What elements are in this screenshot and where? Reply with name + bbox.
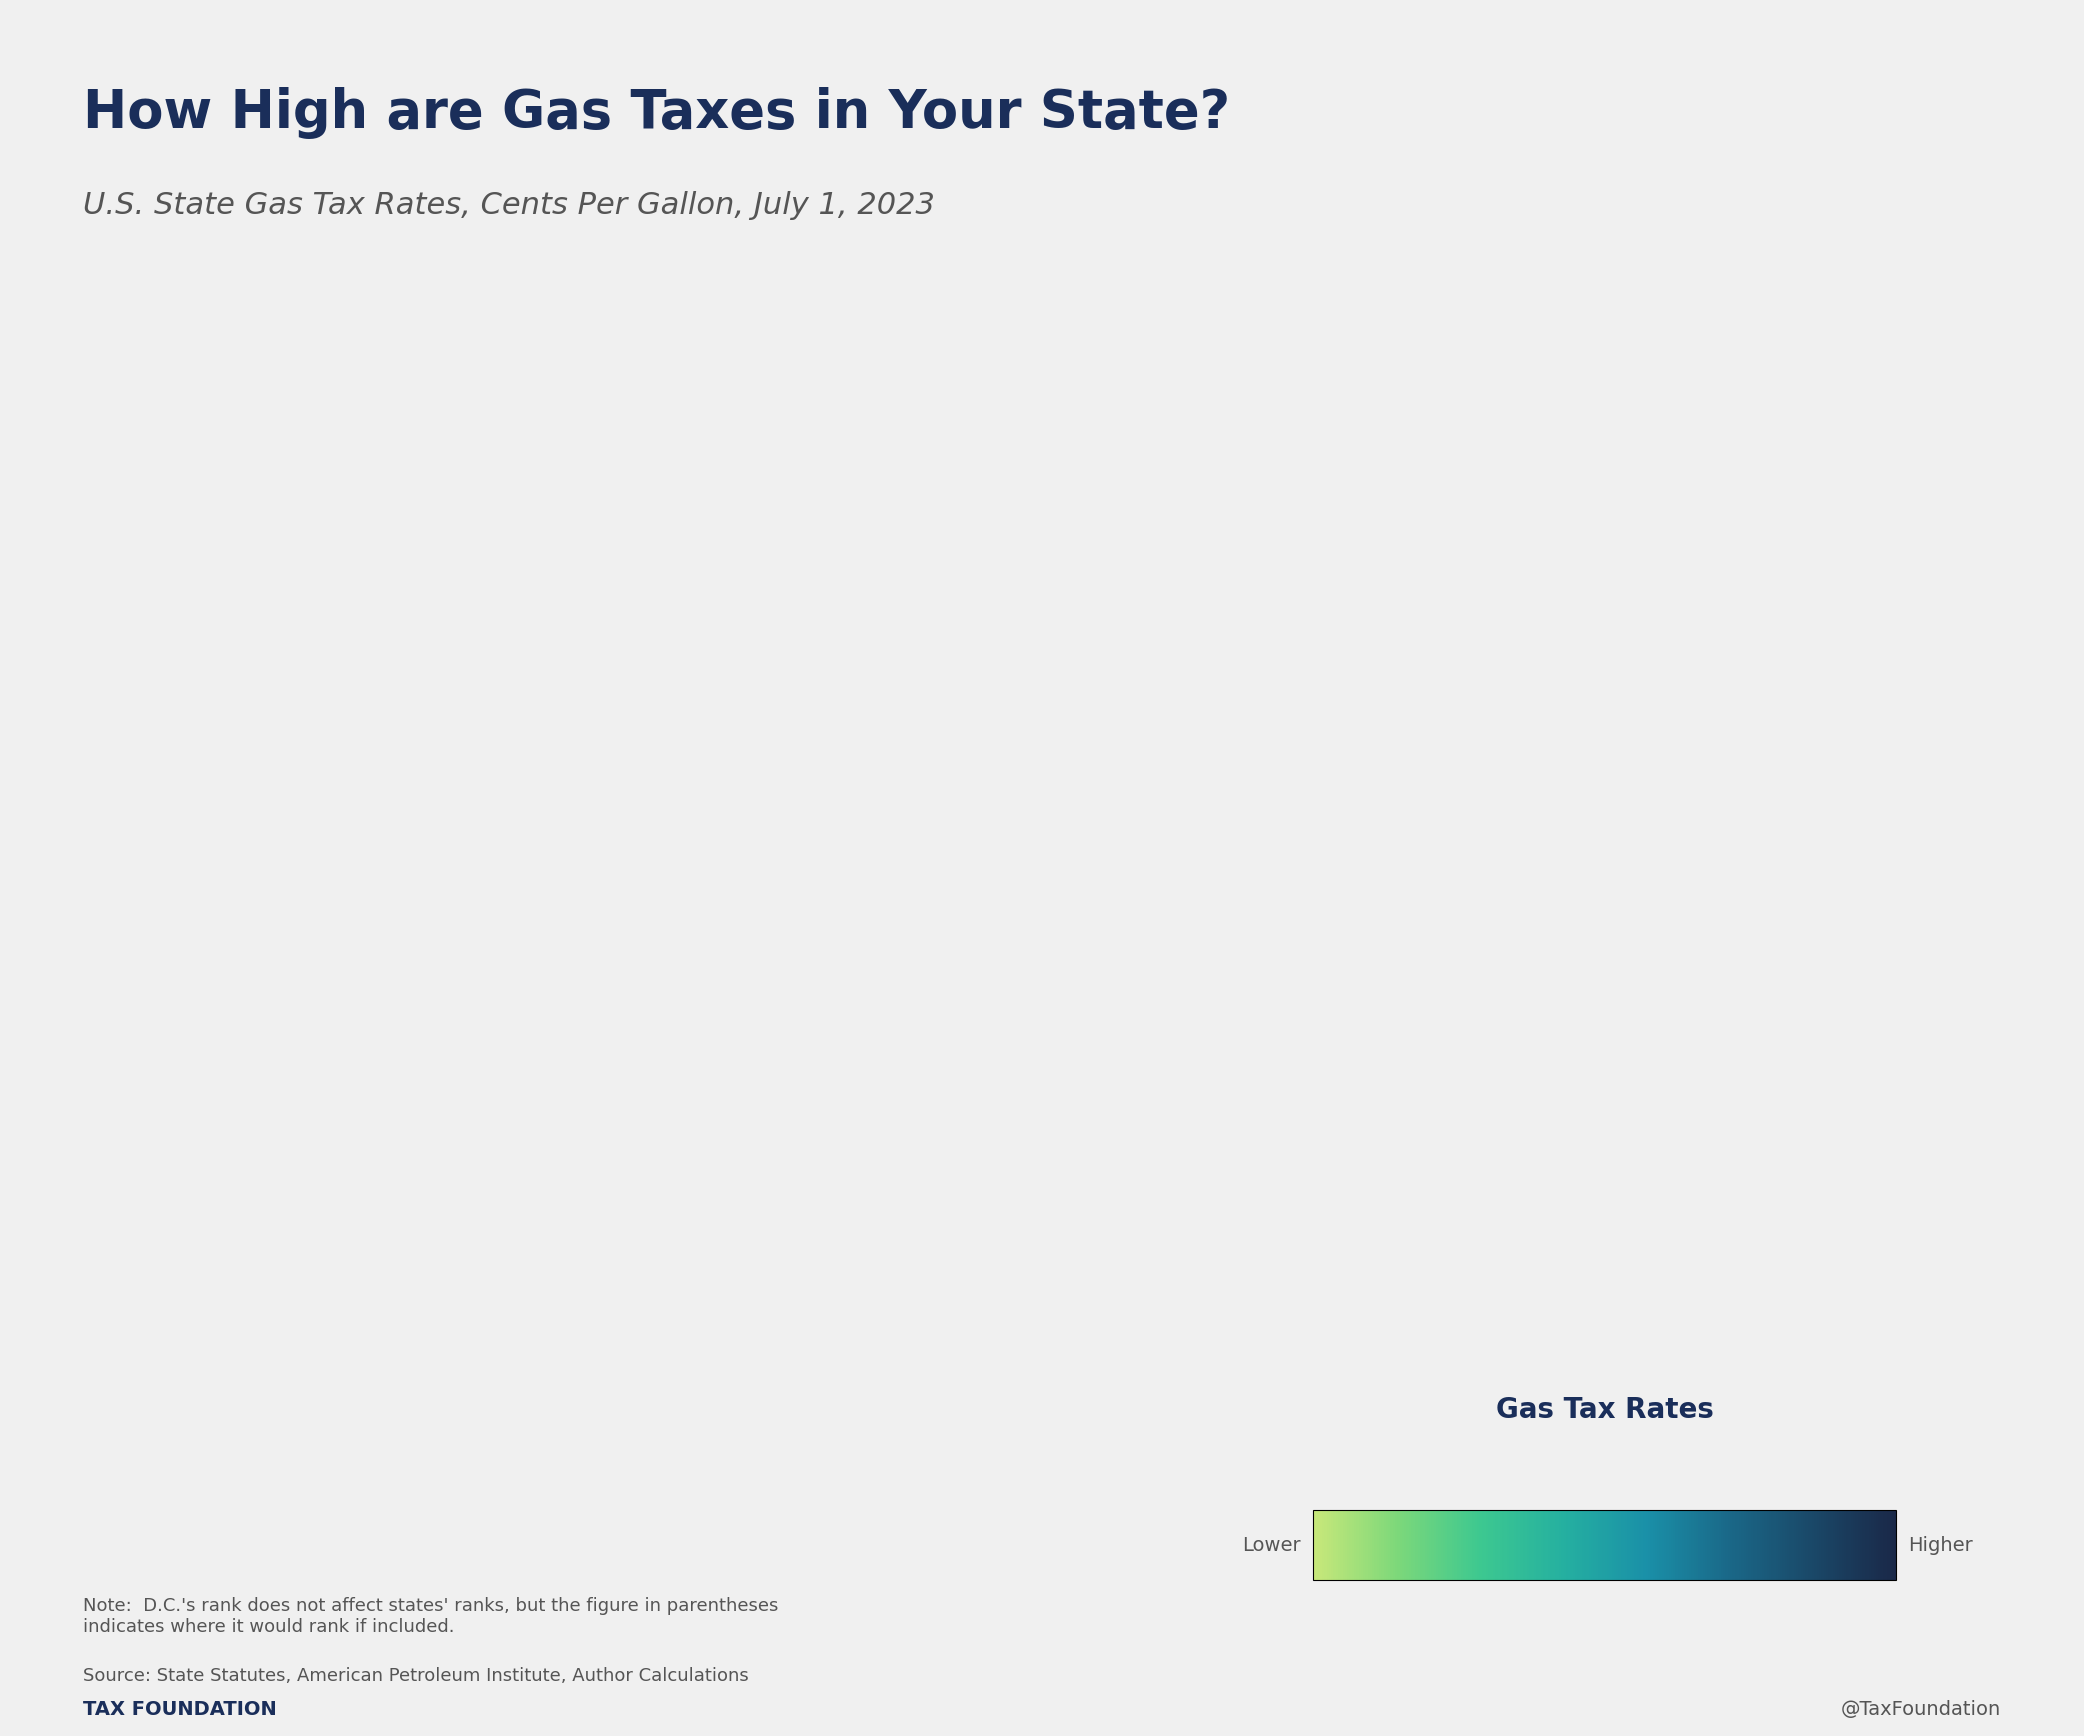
Text: Higher: Higher bbox=[1909, 1536, 1974, 1554]
Text: How High are Gas Taxes in Your State?: How High are Gas Taxes in Your State? bbox=[83, 87, 1230, 139]
Text: TAX FOUNDATION: TAX FOUNDATION bbox=[83, 1700, 277, 1719]
Text: Gas Tax Rates: Gas Tax Rates bbox=[1496, 1396, 1713, 1424]
Text: Note:  D.C.'s rank does not affect states' ranks, but the figure in parentheses
: Note: D.C.'s rank does not affect states… bbox=[83, 1597, 779, 1635]
Text: Source: State Statutes, American Petroleum Institute, Author Calculations: Source: State Statutes, American Petrole… bbox=[83, 1667, 748, 1684]
Text: @TaxFoundation: @TaxFoundation bbox=[1840, 1700, 2001, 1719]
Text: Lower: Lower bbox=[1242, 1536, 1300, 1554]
Text: U.S. State Gas Tax Rates, Cents Per Gallon, July 1, 2023: U.S. State Gas Tax Rates, Cents Per Gall… bbox=[83, 191, 936, 220]
